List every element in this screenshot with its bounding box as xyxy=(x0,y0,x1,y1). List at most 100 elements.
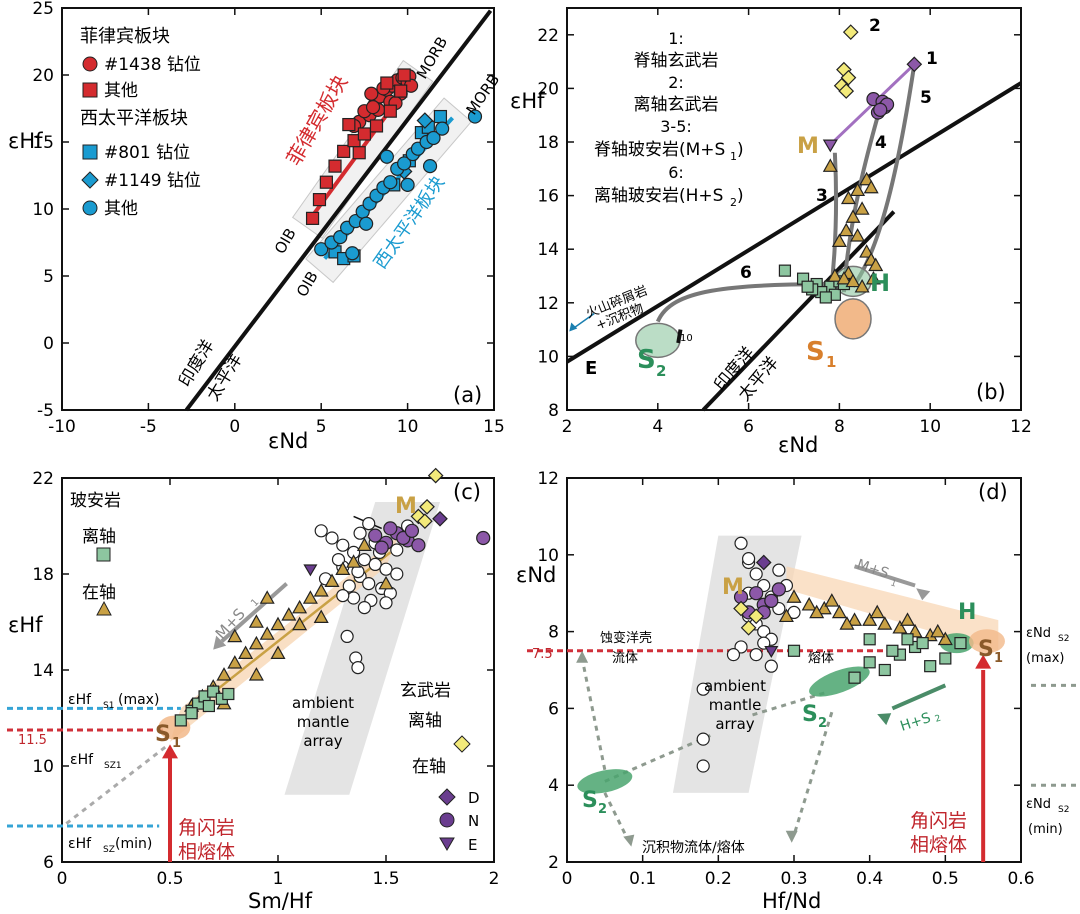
y-axis-title-c: εHf xyxy=(8,613,43,637)
open-circle-point xyxy=(351,660,365,675)
legend-c-boninite: 玻安岩 xyxy=(70,491,121,511)
data-point-square xyxy=(352,146,366,160)
square-point xyxy=(787,644,801,657)
triangle-point xyxy=(827,268,843,282)
x-tick-label: 0 xyxy=(562,869,573,889)
triangle-point xyxy=(259,626,275,640)
square-point xyxy=(801,280,814,293)
dashed-S2-down xyxy=(792,711,834,836)
triangle-point xyxy=(865,270,881,285)
ambient-c-2: mantle xyxy=(297,713,350,731)
label-hf-sz-min-suffix: (min) xyxy=(115,836,152,852)
legend-c-off-axis: 离轴 xyxy=(82,527,116,547)
ambient-d-3: array xyxy=(715,715,754,733)
legend-ph-other: 其他 xyxy=(104,81,138,101)
legend-c-triangle xyxy=(96,600,112,616)
x-tick-label: 1.5 xyxy=(372,869,399,889)
triangle-point xyxy=(877,616,893,630)
curve-label-2: 2 xyxy=(869,16,881,36)
square-point xyxy=(174,714,187,727)
label-75: 7.5 xyxy=(532,647,553,662)
triangle-point xyxy=(356,537,372,551)
ambient-d-2: mantle xyxy=(709,696,762,714)
y-tick-label: 22 xyxy=(32,469,54,489)
dashed-extension-c xyxy=(65,745,167,825)
legend-wp-801: #801 钻位 xyxy=(104,143,190,163)
x-tick-label: 0.4 xyxy=(856,869,883,889)
x-tick-label: 0.3 xyxy=(780,869,807,889)
x-tick-label: 0.2 xyxy=(705,869,732,889)
arrow-MS1-c xyxy=(220,582,288,643)
legend-ph-1438: #1438 钻位 xyxy=(104,55,201,75)
panel-label-b: (b) xyxy=(976,380,1006,404)
label-hf-sz1-sub: SZ1 xyxy=(104,761,122,771)
label-nd-bot: εNd xyxy=(1026,797,1051,812)
label-S2-d-lower-sub: 2 xyxy=(598,802,607,817)
S1-endmember-d xyxy=(968,629,1005,654)
x-tick-label: 0.5 xyxy=(156,869,183,889)
data-point-circle xyxy=(333,230,348,245)
open-circle-point xyxy=(734,536,748,550)
triangle-point xyxy=(854,201,870,215)
open-circle-point xyxy=(347,591,361,605)
panel-b-frame xyxy=(566,7,1022,411)
square-point xyxy=(863,633,876,646)
legend-b-off-basalt: 离轴玄武岩 xyxy=(634,95,719,115)
y-tick-label: 10 xyxy=(537,546,559,566)
triangle-point xyxy=(863,179,879,194)
triangle-point xyxy=(816,600,832,615)
data-point-square xyxy=(357,127,371,141)
legend-b-ridge-basalt: 脊轴玄武岩 xyxy=(634,51,719,71)
y-tick-label: 18 xyxy=(537,133,559,153)
purple-N-point xyxy=(374,540,389,555)
open-circle-point xyxy=(772,563,786,577)
square-point xyxy=(924,660,937,673)
legend-b-paren2: ) xyxy=(737,186,744,206)
purple-point xyxy=(873,102,888,117)
y-tick-label: 12 xyxy=(537,294,559,314)
y-axis-title-d: εNd xyxy=(516,563,556,587)
yellow-diamond-point xyxy=(427,467,444,484)
square-point xyxy=(819,291,832,304)
y-axis-title-b: εHf xyxy=(510,89,545,113)
yellow-diamond-point xyxy=(417,513,433,530)
label-hornblende-d-1: 角闪岩 xyxy=(910,810,967,832)
triangle-point xyxy=(248,635,264,650)
y-tick-label: 15 xyxy=(32,133,54,153)
open-circle-point xyxy=(336,588,350,603)
red-arrowhead-c xyxy=(162,744,178,759)
purple-N-point xyxy=(476,530,491,546)
label-MS1-d-sub: 1 xyxy=(889,578,898,589)
data-point-circle xyxy=(379,149,394,164)
legend-blue-square xyxy=(82,144,98,160)
red-arrowhead-d xyxy=(975,654,992,669)
open-circle-point xyxy=(340,629,354,644)
boundary-line-b xyxy=(565,81,1023,364)
legend-ph-title: 菲律宾板块 xyxy=(80,26,170,47)
data-point-square xyxy=(394,84,408,98)
data-point-circle xyxy=(400,177,415,192)
arrow-HS2-d xyxy=(891,683,947,711)
yellow-diamond-point xyxy=(419,498,435,515)
panel-label-a: (a) xyxy=(453,383,482,407)
data-point-square xyxy=(433,109,448,124)
y-tick-label: 6 xyxy=(548,699,559,719)
triangle-point xyxy=(270,616,286,631)
legend-blue-circle xyxy=(82,200,98,216)
triangle-point xyxy=(292,616,308,631)
triangle-point xyxy=(868,257,884,272)
legend-c-basalt-off: 离轴 xyxy=(408,711,442,731)
label-S2-d-upper: S xyxy=(802,702,818,727)
label-M: M xyxy=(797,134,819,159)
data-point-square xyxy=(312,193,327,207)
dashed-arrow-down xyxy=(603,792,629,840)
triangle-point xyxy=(801,596,817,611)
purple-D-point xyxy=(432,510,448,527)
label-nd-top-suffix: (max) xyxy=(1026,651,1064,666)
data-point-circle xyxy=(314,242,329,257)
label-115: 11.5 xyxy=(18,733,47,748)
square-point xyxy=(207,685,220,698)
